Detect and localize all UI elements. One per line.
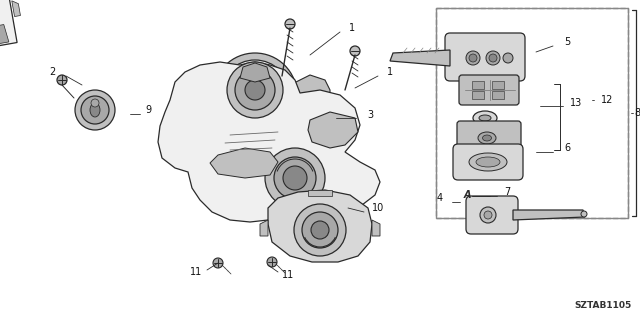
Polygon shape bbox=[268, 190, 372, 262]
Circle shape bbox=[274, 157, 316, 199]
Text: SZTAB1105: SZTAB1105 bbox=[575, 301, 632, 310]
Circle shape bbox=[267, 257, 277, 267]
Polygon shape bbox=[0, 0, 17, 53]
Text: 2: 2 bbox=[49, 67, 55, 77]
Circle shape bbox=[484, 211, 492, 219]
FancyBboxPatch shape bbox=[459, 75, 519, 105]
FancyBboxPatch shape bbox=[453, 144, 523, 180]
Polygon shape bbox=[308, 112, 358, 148]
Ellipse shape bbox=[476, 157, 500, 167]
Text: 11: 11 bbox=[190, 267, 202, 277]
Polygon shape bbox=[210, 148, 278, 178]
Text: 1: 1 bbox=[387, 67, 393, 77]
Circle shape bbox=[227, 62, 283, 118]
Polygon shape bbox=[180, 75, 205, 115]
Text: 5: 5 bbox=[564, 37, 570, 47]
Polygon shape bbox=[158, 62, 380, 222]
Text: 8: 8 bbox=[634, 108, 640, 118]
Circle shape bbox=[581, 211, 587, 217]
FancyBboxPatch shape bbox=[466, 196, 518, 234]
Circle shape bbox=[283, 166, 307, 190]
Circle shape bbox=[91, 99, 99, 107]
Circle shape bbox=[57, 75, 67, 85]
Circle shape bbox=[294, 204, 346, 256]
Polygon shape bbox=[513, 210, 585, 220]
Ellipse shape bbox=[469, 153, 507, 171]
Circle shape bbox=[285, 19, 295, 29]
Polygon shape bbox=[12, 1, 20, 17]
Polygon shape bbox=[240, 63, 270, 82]
Text: 6: 6 bbox=[564, 143, 570, 153]
Text: 4: 4 bbox=[437, 193, 443, 203]
Polygon shape bbox=[390, 50, 450, 66]
Text: 1: 1 bbox=[349, 23, 355, 33]
Circle shape bbox=[503, 53, 513, 63]
Ellipse shape bbox=[478, 132, 496, 144]
FancyBboxPatch shape bbox=[445, 33, 525, 81]
Circle shape bbox=[469, 54, 477, 62]
Circle shape bbox=[213, 53, 297, 137]
Circle shape bbox=[350, 46, 360, 56]
Polygon shape bbox=[372, 220, 380, 236]
Ellipse shape bbox=[90, 103, 100, 117]
Text: A: A bbox=[463, 190, 471, 200]
Circle shape bbox=[75, 90, 115, 130]
Bar bbox=[472, 91, 484, 99]
Bar bbox=[436, 8, 628, 218]
Ellipse shape bbox=[479, 115, 491, 121]
Polygon shape bbox=[290, 75, 330, 115]
Circle shape bbox=[466, 51, 480, 65]
Ellipse shape bbox=[483, 135, 492, 141]
Bar bbox=[492, 81, 504, 89]
Text: 11: 11 bbox=[282, 270, 294, 280]
Circle shape bbox=[302, 212, 338, 248]
Circle shape bbox=[220, 60, 290, 130]
Ellipse shape bbox=[473, 111, 497, 125]
Text: 10: 10 bbox=[372, 203, 384, 213]
Polygon shape bbox=[0, 25, 9, 50]
Circle shape bbox=[265, 148, 325, 208]
Text: 3: 3 bbox=[367, 110, 373, 120]
Circle shape bbox=[486, 51, 500, 65]
Text: 13: 13 bbox=[570, 98, 582, 108]
Polygon shape bbox=[308, 190, 332, 196]
Circle shape bbox=[311, 221, 329, 239]
Bar bbox=[472, 81, 484, 89]
Circle shape bbox=[213, 258, 223, 268]
Text: 7: 7 bbox=[504, 187, 510, 197]
Polygon shape bbox=[260, 220, 268, 236]
Text: 9: 9 bbox=[145, 105, 151, 115]
FancyBboxPatch shape bbox=[457, 121, 521, 153]
Text: 12: 12 bbox=[601, 95, 613, 105]
Circle shape bbox=[480, 207, 496, 223]
Bar bbox=[492, 91, 504, 99]
Circle shape bbox=[81, 96, 109, 124]
Circle shape bbox=[235, 70, 275, 110]
Circle shape bbox=[489, 54, 497, 62]
Circle shape bbox=[245, 80, 265, 100]
Bar bbox=[436, 8, 628, 218]
